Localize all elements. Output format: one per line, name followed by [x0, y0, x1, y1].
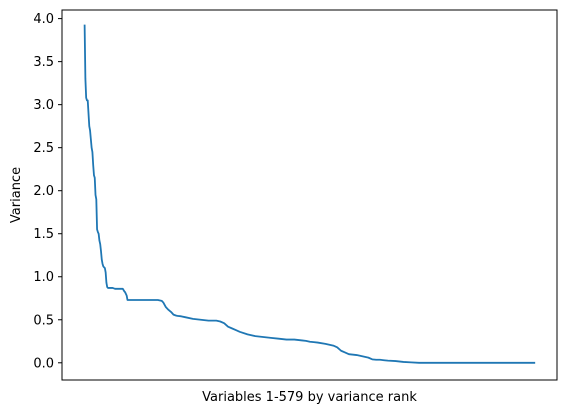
- y-axis-ticks: 0.0 0.5 1.0 1.5 2.0 2.5 3.0 3.5 4.0: [33, 12, 62, 371]
- plot-area-frame: [61, 9, 558, 381]
- y-tick-label: 4.0: [33, 12, 54, 27]
- y-tick-label: 0.5: [33, 313, 54, 328]
- x-axis-label: Variables 1-579 by variance rank: [202, 390, 417, 405]
- y-tick-label: 0.0: [33, 356, 54, 371]
- y-axis-label: Variance: [9, 167, 24, 223]
- y-tick-label: 2.5: [33, 141, 54, 156]
- y-tick-label: 1.5: [33, 227, 54, 242]
- y-tick-label: 3.5: [33, 55, 54, 70]
- y-tick-label: 3.0: [33, 98, 54, 113]
- variance-series-line: [83, 24, 536, 364]
- y-tick-label: 2.0: [33, 184, 54, 199]
- y-tick-label: 1.0: [33, 270, 54, 285]
